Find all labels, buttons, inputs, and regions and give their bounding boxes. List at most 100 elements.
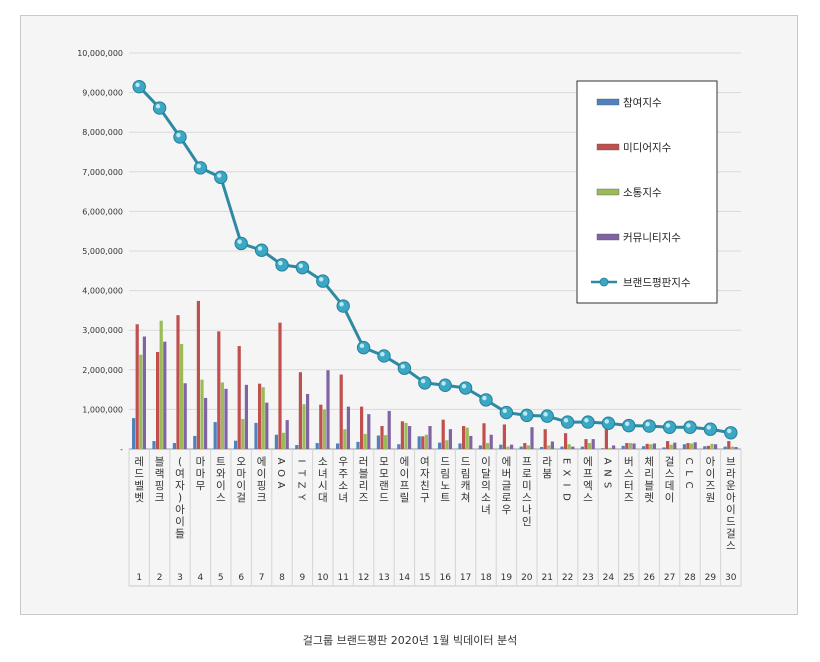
bar-1	[438, 442, 442, 449]
category-label-char: 미	[522, 480, 532, 492]
bar-2	[686, 443, 690, 449]
bar-4	[632, 443, 636, 449]
rank-label: 17	[460, 573, 471, 583]
category-label-char: 나	[522, 504, 532, 516]
category-label-char: 에	[400, 456, 410, 468]
category-label-char: )	[178, 492, 182, 504]
bar-4	[244, 384, 248, 449]
category-label-char: 크	[257, 492, 267, 504]
bar-1	[682, 444, 686, 449]
category-label-char: 렛	[644, 492, 654, 504]
category-label-char: 즈	[706, 480, 716, 492]
bar-4	[550, 441, 554, 449]
category-label-char: 걸	[726, 527, 736, 540]
bar-1	[499, 444, 503, 449]
bar-1	[132, 418, 136, 449]
brand-point-highlight	[686, 423, 691, 428]
category-label-char: 버	[502, 468, 512, 480]
bar-3	[567, 444, 571, 449]
bar-1	[356, 441, 360, 449]
bar-2	[237, 346, 241, 449]
rank-label: 21	[541, 573, 552, 583]
category-label-char: 들	[175, 528, 185, 540]
bar-3	[690, 443, 694, 449]
category-label-char: 드	[379, 492, 389, 504]
category-label-char: 모	[379, 456, 389, 468]
category-label-char: 데	[665, 480, 675, 492]
category-label-char: 스	[583, 492, 593, 504]
bar-4	[163, 341, 167, 449]
brand-point	[254, 243, 269, 257]
bar-1	[152, 441, 156, 449]
bar-4	[510, 444, 514, 449]
brand-point	[336, 299, 350, 313]
bar-3	[669, 444, 673, 449]
category-label-char: Z	[295, 482, 306, 489]
y-tick-label: 2,000,000	[82, 366, 123, 375]
bar-3	[261, 387, 265, 449]
bar-1	[417, 436, 421, 449]
bar-1	[540, 447, 544, 449]
bar-4	[612, 445, 616, 449]
bar-4	[204, 397, 208, 449]
category-label-char: 스	[522, 492, 532, 504]
category-label-char: 이	[257, 468, 267, 480]
category-label-char: 쳐	[461, 492, 471, 504]
bar-2	[380, 426, 384, 449]
y-tick-label: 10,000,000	[77, 49, 123, 58]
bar-4	[285, 420, 289, 449]
bar-2	[564, 433, 568, 449]
bar-4	[306, 393, 310, 449]
brand-point-highlight	[298, 263, 303, 269]
brand-point	[683, 420, 697, 434]
category-label-char: A	[601, 458, 612, 465]
category-label-char: 트	[216, 456, 226, 468]
brand-point	[642, 419, 656, 433]
bar-1	[336, 443, 340, 449]
category-label-char: 대	[318, 492, 328, 504]
category-label-char: 여	[175, 468, 185, 480]
rank-label: 24	[603, 573, 615, 583]
category-label-char: 아	[175, 504, 185, 516]
bar-3	[384, 435, 388, 449]
bar-2	[645, 443, 649, 449]
category-label-char: 드	[134, 468, 144, 480]
rank-label: 22	[562, 573, 573, 583]
bar-1	[213, 422, 217, 449]
category-label-char: 걸	[236, 491, 246, 504]
bar-4	[387, 410, 391, 449]
bar-3	[608, 447, 612, 449]
category-label-char: 친	[420, 480, 430, 492]
category-label-char: 랙	[155, 468, 165, 480]
rank-label: 1	[136, 573, 142, 583]
rank-label: 27	[664, 573, 675, 583]
bar-3	[180, 344, 184, 449]
category-label-char: Y	[295, 493, 306, 501]
category-label-char: 버	[624, 456, 634, 468]
rank-label: 5	[218, 573, 224, 583]
brand-point	[397, 361, 412, 375]
bar-1	[234, 440, 238, 449]
bar-2	[482, 423, 486, 449]
category-label-char: 즈	[359, 492, 369, 504]
bar-1	[478, 445, 482, 449]
rank-label: 20	[521, 573, 533, 583]
category-label-char: 걸	[665, 455, 675, 468]
bar-2	[625, 443, 629, 449]
bar-4	[428, 426, 432, 449]
category-label-char: E	[561, 458, 572, 464]
category-label-char: 드	[726, 516, 736, 528]
bar-1	[560, 446, 564, 449]
bar-1	[580, 446, 584, 449]
bar-4	[652, 443, 656, 449]
legend-swatch	[596, 143, 620, 151]
category-label-char: L	[683, 470, 694, 476]
category-label-char: 에	[257, 456, 267, 468]
brand-point	[132, 79, 146, 94]
bar-2	[278, 322, 282, 449]
category-label-char: 소	[481, 492, 491, 504]
category-label-char: 브	[726, 456, 736, 468]
bar-4	[448, 429, 452, 449]
legend-label: 미디어지수	[623, 142, 672, 154]
bar-2	[258, 383, 262, 449]
